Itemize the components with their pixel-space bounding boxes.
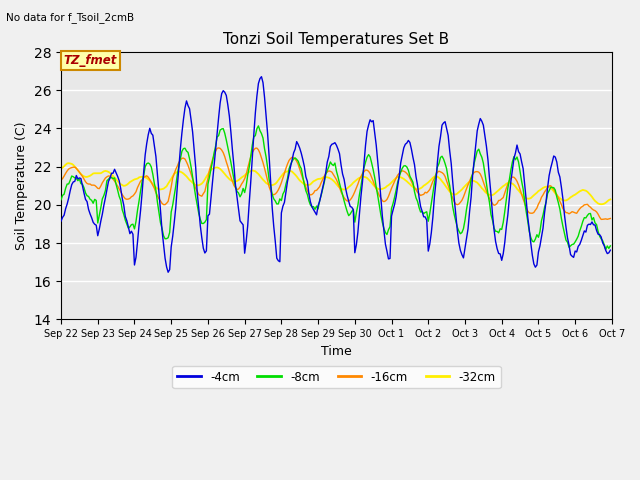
Legend: -4cm, -8cm, -16cm, -32cm: -4cm, -8cm, -16cm, -32cm bbox=[172, 366, 500, 388]
Y-axis label: Soil Temperature (C): Soil Temperature (C) bbox=[15, 121, 28, 250]
Title: Tonzi Soil Temperatures Set B: Tonzi Soil Temperatures Set B bbox=[223, 32, 449, 47]
X-axis label: Time: Time bbox=[321, 345, 352, 358]
Text: TZ_fmet: TZ_fmet bbox=[64, 54, 117, 67]
Text: No data for f_Tsoil_2cmB: No data for f_Tsoil_2cmB bbox=[6, 12, 134, 23]
